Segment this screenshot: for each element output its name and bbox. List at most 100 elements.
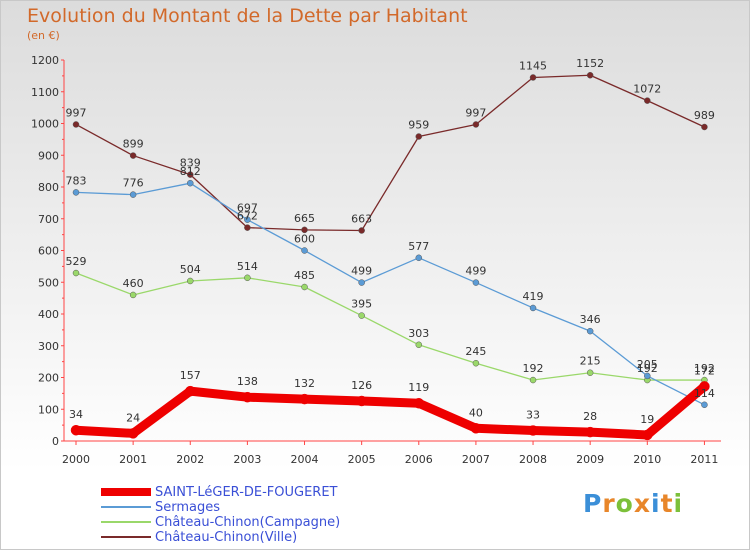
y-tick-label: 100 bbox=[38, 403, 59, 416]
legend-swatch bbox=[101, 536, 151, 538]
data-label: 205 bbox=[637, 358, 658, 371]
data-label: 33 bbox=[526, 409, 540, 422]
y-tick-label: 0 bbox=[52, 435, 59, 448]
data-label: 119 bbox=[408, 381, 429, 394]
legend-label: SAINT-LéGER-DE-FOUGERET bbox=[155, 485, 338, 500]
y-tick-label: 600 bbox=[38, 245, 59, 258]
data-point bbox=[301, 226, 308, 234]
data-point bbox=[415, 254, 423, 262]
x-tick-label: 2011 bbox=[690, 453, 718, 466]
x-tick-label: 2007 bbox=[462, 453, 490, 466]
data-point bbox=[129, 152, 137, 159]
data-label: 529 bbox=[66, 255, 87, 268]
data-label: 665 bbox=[294, 212, 315, 225]
data-point bbox=[358, 227, 365, 234]
data-label: 24 bbox=[126, 411, 140, 424]
data-label: 346 bbox=[580, 313, 601, 326]
logo-letter: t bbox=[660, 489, 674, 518]
data-point bbox=[472, 279, 480, 286]
data-point bbox=[642, 429, 653, 441]
data-label: 1072 bbox=[633, 83, 661, 96]
data-point bbox=[699, 381, 710, 392]
data-point bbox=[415, 341, 423, 349]
chart-subtitle: (en €) bbox=[27, 29, 60, 42]
data-label: 215 bbox=[580, 355, 601, 368]
data-label: 776 bbox=[123, 177, 144, 190]
data-label: 19 bbox=[640, 413, 654, 426]
data-label: 192 bbox=[637, 362, 658, 375]
data-label: 504 bbox=[180, 263, 201, 276]
data-label: 959 bbox=[408, 119, 429, 132]
data-label: 395 bbox=[351, 298, 372, 311]
data-label: 192 bbox=[523, 362, 544, 375]
data-label: 499 bbox=[351, 265, 372, 278]
data-label: 663 bbox=[351, 212, 372, 225]
logo-letter: r bbox=[602, 489, 616, 518]
data-label: 40 bbox=[469, 406, 483, 419]
logo-letter: i bbox=[673, 489, 684, 518]
data-label: 997 bbox=[66, 106, 87, 119]
data-label: 303 bbox=[408, 327, 429, 340]
data-point bbox=[644, 97, 651, 104]
data-label: 1145 bbox=[519, 59, 547, 72]
legend-swatch bbox=[101, 506, 151, 508]
data-point bbox=[187, 171, 194, 178]
data-point bbox=[529, 74, 537, 81]
data-point bbox=[129, 191, 137, 198]
data-point bbox=[70, 424, 82, 436]
data-label: 28 bbox=[583, 410, 597, 423]
legend-swatch bbox=[101, 488, 151, 496]
data-label: 126 bbox=[351, 379, 372, 392]
data-label: 138 bbox=[237, 375, 258, 388]
x-tick-label: 2001 bbox=[119, 453, 147, 466]
data-label: 672 bbox=[237, 210, 258, 223]
line-chart: 0 100 200 300 400 500 600 700 800 900 1000 1100 1200… bbox=[31, 54, 721, 466]
data-point bbox=[356, 395, 367, 407]
data-point bbox=[527, 425, 539, 436]
y-tick-label: 900 bbox=[38, 149, 59, 162]
data-label: 577 bbox=[408, 240, 429, 253]
data-label: 812 bbox=[180, 165, 201, 178]
data-point bbox=[187, 179, 194, 187]
data-label: 783 bbox=[66, 174, 87, 187]
data-point bbox=[299, 393, 310, 405]
y-tick-label: 200 bbox=[38, 372, 59, 385]
y-tick-label: 300 bbox=[38, 340, 59, 353]
x-tick-label: 2009 bbox=[576, 453, 604, 466]
data-point bbox=[185, 385, 196, 397]
data-point bbox=[701, 123, 708, 131]
data-point bbox=[301, 283, 308, 291]
logo-letter: o bbox=[615, 489, 634, 518]
data-label: 460 bbox=[123, 277, 144, 290]
data-point bbox=[472, 359, 480, 367]
data-label: 697 bbox=[237, 202, 258, 215]
x-tick-label: 2003 bbox=[233, 453, 261, 466]
series-line-2 bbox=[75, 272, 706, 381]
x-tick-label: 2008 bbox=[519, 453, 547, 466]
y-tick-label: 1100 bbox=[31, 86, 59, 99]
data-point bbox=[129, 291, 137, 299]
data-label: 899 bbox=[123, 138, 144, 151]
data-point bbox=[72, 121, 80, 128]
data-label: 157 bbox=[180, 369, 201, 382]
data-label: 997 bbox=[465, 106, 486, 119]
data-label: 839 bbox=[180, 157, 201, 170]
data-point bbox=[72, 269, 80, 277]
data-point bbox=[242, 391, 253, 403]
data-point bbox=[415, 133, 423, 140]
data-label: 600 bbox=[294, 233, 315, 246]
data-point bbox=[584, 426, 596, 438]
data-point bbox=[701, 401, 708, 409]
data-point bbox=[529, 304, 537, 312]
data-label: 989 bbox=[694, 109, 715, 122]
data-point bbox=[244, 274, 251, 282]
data-label: 132 bbox=[294, 377, 315, 390]
logo-letter: P bbox=[583, 489, 603, 518]
data-label: 419 bbox=[523, 290, 544, 303]
y-tick-label: 800 bbox=[38, 181, 59, 194]
x-tick-label: 2010 bbox=[633, 453, 661, 466]
series-line-0 bbox=[71, 381, 709, 440]
data-point bbox=[127, 428, 139, 439]
legend-label: Sermages bbox=[155, 500, 221, 515]
data-point bbox=[358, 279, 365, 286]
